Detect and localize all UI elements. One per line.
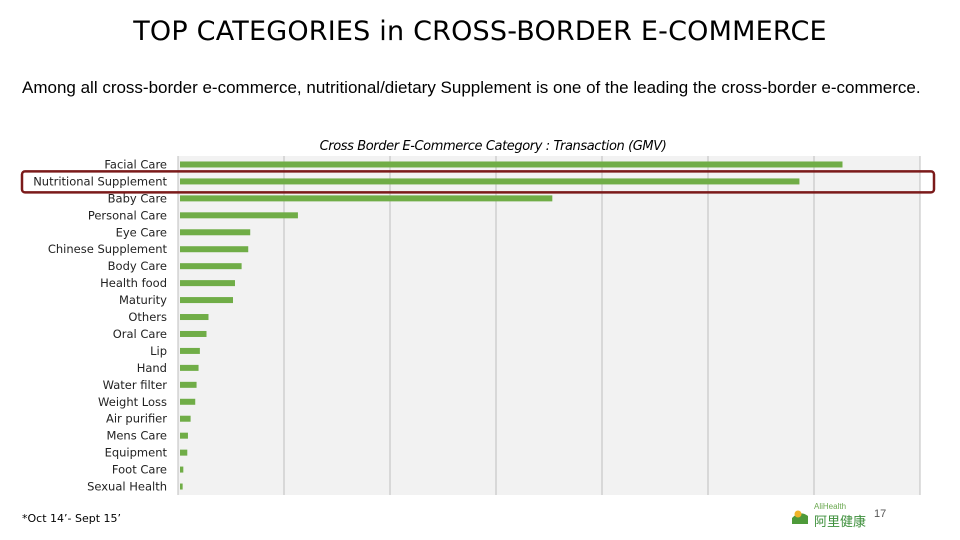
category-label: Equipment: [105, 446, 168, 460]
category-label: Body Care: [108, 259, 167, 273]
bar: [180, 483, 183, 490]
bar: [180, 381, 197, 388]
page-number: 17: [874, 508, 887, 520]
bar: [180, 347, 200, 354]
category-label: Air purifier: [106, 412, 167, 426]
bar: [180, 229, 251, 236]
bar: [180, 195, 553, 202]
logo-main-text: 阿里健康: [814, 515, 867, 530]
slide-title: TOP CATEGORIES in CROSS-BORDER E-COMMERC…: [133, 16, 827, 47]
bar: [180, 161, 843, 168]
bar: [180, 432, 188, 439]
category-label: Nutritional Supplement: [33, 174, 167, 188]
category-label: Personal Care: [88, 208, 167, 222]
bar: [180, 314, 209, 321]
alihealth-logo: AliHealth 阿里健康: [788, 502, 868, 530]
plot-area: [178, 156, 920, 495]
category-label: Water filter: [103, 378, 168, 392]
category-label: Mens Care: [106, 429, 167, 443]
category-label: Chinese Supplement: [48, 242, 168, 256]
bar: [180, 330, 207, 337]
bar: [180, 364, 199, 371]
highlight-box: [20, 170, 936, 194]
footnote: *Oct 14’- Sept 15’: [22, 512, 122, 525]
bar: [180, 246, 249, 253]
category-label: Hand: [137, 361, 167, 375]
category-label: Baby Care: [108, 191, 167, 205]
bar-chart: Facial Care Nutritional Supplement Baby Ca…: [20, 156, 936, 495]
logo-small-text: AliHealth: [814, 502, 847, 511]
bar: [180, 178, 800, 185]
category-label: Oral Care: [113, 327, 167, 341]
category-label: Weight Loss: [98, 395, 167, 409]
bar: [180, 398, 196, 405]
bar: [180, 449, 188, 456]
bar: [180, 263, 242, 270]
category-label: Maturity: [119, 293, 167, 307]
bar: [180, 212, 298, 219]
category-label: Lip: [150, 344, 167, 358]
category-label: Facial Care: [104, 157, 167, 171]
bar: [180, 297, 233, 304]
bar: [180, 466, 184, 473]
category-label: Eye Care: [116, 225, 167, 239]
category-label: Health food: [100, 276, 167, 290]
category-label: Sexual Health: [87, 480, 167, 494]
bar: [180, 415, 191, 422]
category-label: Others: [128, 310, 167, 324]
category-label: Foot Care: [112, 463, 167, 477]
chart-title: Cross Border E-Commerce Category : Trans…: [319, 139, 667, 154]
bar: [180, 280, 235, 287]
logo-mark-icon: [792, 510, 808, 524]
slide-subtitle: Among all cross-border e-commerce, nutri…: [22, 78, 921, 97]
